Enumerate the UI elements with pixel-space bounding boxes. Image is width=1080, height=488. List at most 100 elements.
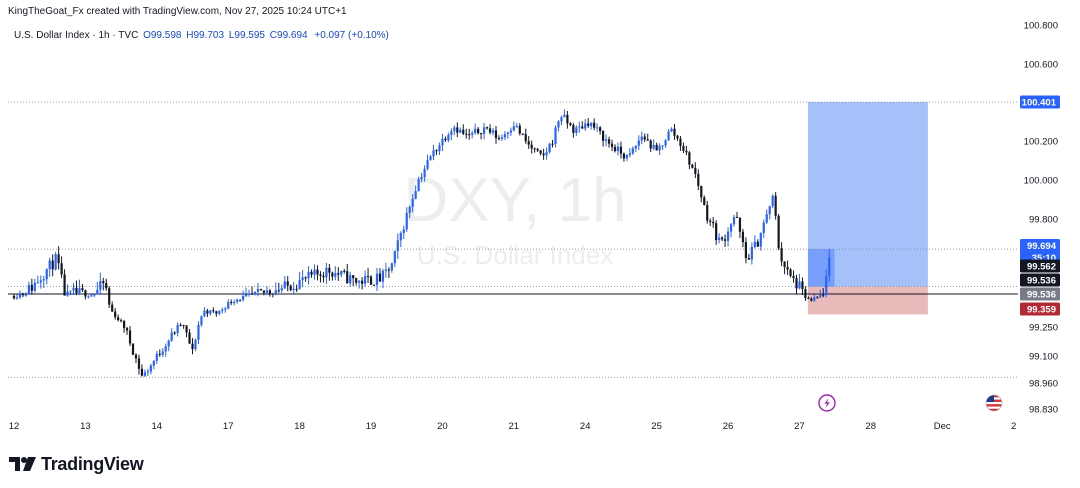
candlestick-series [12,109,831,378]
x-tick-label: 12 [9,421,20,432]
candle-body [352,275,355,279]
candle-body [729,224,733,232]
candle-body [149,365,152,372]
candle-body [807,298,810,300]
candle-body [542,153,545,156]
candle-body [343,270,346,272]
x-tick-label: 20 [437,421,448,432]
price-tag-entry2 [1020,273,1060,287]
candle-body [304,277,307,279]
candle-body [402,229,405,234]
candle-body [685,150,688,153]
candle-body [81,288,84,291]
candle-body [12,295,16,299]
candle-body [676,135,679,139]
candle-body [117,317,120,321]
candle-body [146,371,149,373]
x-tick-label: 24 [580,421,591,432]
candle-body [69,290,72,292]
candle-body [798,281,801,289]
candle-body [289,285,292,291]
candle-body [477,128,480,134]
y-tick-label: 99.100 [1029,352,1058,363]
candle-body [423,168,426,178]
candle-body [164,346,167,352]
candle-body [578,126,581,128]
candle-body [158,353,161,355]
candle-body [120,320,123,322]
candle-body [634,145,637,149]
candle-body [313,269,316,275]
candle-body [378,273,382,282]
candle-body [482,127,486,134]
tradingview-logo-icon [9,457,36,471]
candle-body [143,372,147,376]
candle-body [712,221,715,224]
candle-body [819,294,822,298]
candle-body [203,310,206,317]
candle-body [444,138,447,141]
candle-body [726,231,730,241]
candle-body [447,134,450,141]
candle-body [63,274,66,296]
candle-body [182,324,185,326]
candle-body [738,217,742,232]
candle-body [432,150,435,157]
candle-body [102,281,105,284]
candle-body [572,125,575,133]
y-tick-label: 100.200 [1024,137,1058,148]
candle-body [346,271,349,284]
candle-body [60,263,63,275]
candle-body [718,237,721,241]
price-tag-label: 99.694 [1027,241,1057,252]
candle-body [30,284,33,291]
candle-body [209,310,212,314]
candle-body [795,278,798,289]
price-axis[interactable]: 100.800 100.600 100.200 100.000 99.800 99.250… [1024,21,1058,416]
candle-body [128,330,132,344]
candle-body [462,129,465,134]
candle-body [530,144,533,149]
price-tag-target [1020,95,1060,109]
candle-body [485,127,489,129]
price-tag-stop [1020,302,1060,316]
candle-body [491,130,495,133]
candle-body [191,343,194,350]
candle-body [247,293,251,295]
candle-body [131,343,135,355]
candle-body [474,128,477,133]
candle-body [322,275,325,278]
candle-body [396,240,399,251]
candle-body [744,242,748,259]
candle-body [387,269,390,271]
candle-body [533,148,536,150]
symbol-name[interactable]: U.S. Dollar Index · 1h · TVC [14,30,139,41]
x-tick-label: 25 [651,421,662,432]
candle-body [658,145,661,151]
candle-body [57,254,60,264]
lightning-event-icon[interactable] [818,394,836,412]
candle-body [140,368,144,376]
candle-body [688,152,691,165]
candle-body [816,297,819,299]
candle-body [337,273,340,275]
legend-open: O99.598 [143,30,182,41]
x-tick-label: 19 [366,421,377,432]
candle-body [747,258,750,260]
candle-body [66,291,69,296]
time-axis[interactable]: 12 13 14 17 18 19 20 21 24 25 26 27 28 Dec 2 [9,421,1017,432]
candle-body [173,332,176,334]
symbol-legend: U.S. Dollar Index · 1h · TVC O99.598 H99… [14,30,389,41]
candle-body [753,241,756,247]
candle-body [15,297,19,299]
x-tick-label: 13 [80,421,91,432]
candle-body [560,117,563,122]
watermark-name: U.S. Dollar Index [417,240,614,270]
candle-body [643,136,646,140]
us-flag-icon[interactable] [985,394,1003,412]
candle-body [569,123,572,126]
long-position-tool[interactable] [807,102,928,315]
candle-body [221,309,224,311]
y-tick-label: 98.830 [1029,405,1058,416]
